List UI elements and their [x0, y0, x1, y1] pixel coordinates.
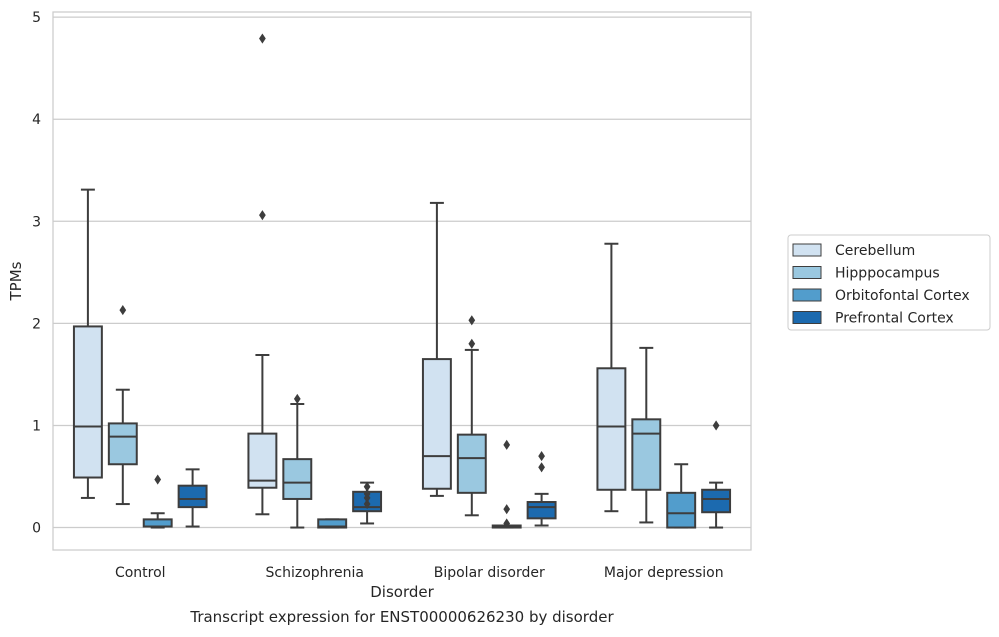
- box-iqr: [72, 325, 103, 479]
- box-hipppocampus: [107, 305, 138, 506]
- box-orbitofontal-cortex: [142, 474, 173, 529]
- box-prefrontal-cortex: [352, 481, 383, 525]
- outlier-point: [468, 338, 476, 349]
- box-prefrontal-cortex: [177, 468, 208, 528]
- box-hipppocampus: [631, 346, 662, 524]
- box-iqr: [142, 518, 173, 528]
- box-iqr: [247, 432, 278, 489]
- box-iqr: [107, 422, 138, 466]
- boxes-layer: [72, 33, 732, 529]
- box-iqr: [456, 433, 487, 494]
- box-orbitofontal-cortex: [666, 463, 697, 529]
- y-tick-label: 2: [32, 316, 41, 332]
- outlier-point: [538, 462, 545, 473]
- outlier-point: [503, 439, 511, 450]
- box-iqr: [701, 488, 732, 514]
- legend-label: Orbitofontal Cortex: [835, 288, 970, 304]
- box-cerebellum: [421, 201, 452, 497]
- box-iqr: [177, 484, 208, 509]
- outlier-point: [293, 393, 301, 404]
- legend-swatch: [792, 311, 822, 324]
- y-tick-label: 1: [32, 418, 41, 434]
- outlier-point: [468, 315, 476, 326]
- outlier-point: [119, 305, 127, 316]
- box-cerebellum: [247, 33, 278, 516]
- x-tick-label: Major depression: [604, 565, 724, 581]
- box-iqr: [526, 501, 557, 520]
- grid-layer: [53, 16, 751, 529]
- axes-layer: 0 1 2 3 4 5 TPMs Control Schizophrenia Bipolar di…: [7, 10, 724, 581]
- x-tick-label: Schizophrenia: [266, 565, 364, 581]
- legend-label: Cerebellum: [835, 243, 915, 259]
- outlier-point: [363, 481, 371, 492]
- y-axis-label: TPMs: [7, 261, 25, 301]
- box-iqr: [666, 491, 697, 529]
- box-iqr: [317, 518, 348, 529]
- outlier-point: [712, 420, 720, 431]
- outlier-point: [154, 474, 162, 485]
- plot-area: [52, 11, 752, 551]
- box-iqr: [282, 458, 313, 500]
- legend-swatch: [792, 266, 822, 279]
- outlier-point: [259, 210, 266, 221]
- outlier-point: [503, 518, 511, 529]
- y-tick-label: 5: [32, 10, 41, 26]
- y-tick-label: 4: [32, 112, 41, 128]
- chart-caption: Transcript expression for ENST0000062623…: [190, 608, 614, 626]
- box-orbitofontal-cortex: [317, 518, 348, 529]
- outlier-point: [503, 504, 511, 515]
- outlier-point: [538, 451, 545, 462]
- legend-swatch: [792, 288, 822, 302]
- box-hipppocampus: [282, 393, 313, 529]
- box-iqr: [631, 418, 662, 491]
- legend-label: Hipppocampus: [835, 266, 940, 282]
- legend-label: Prefrontal Cortex: [835, 311, 954, 327]
- x-tick-label: Control: [115, 565, 166, 581]
- outlier-point: [363, 488, 371, 499]
- box-cerebellum: [72, 188, 103, 499]
- outlier-point: [259, 33, 266, 44]
- box-prefrontal-cortex: [701, 420, 732, 529]
- box-orbitofontal-cortex: [491, 439, 522, 529]
- x-tick-label: Bipolar disorder: [434, 565, 545, 581]
- box-hipppocampus: [456, 315, 487, 517]
- y-tick-label: 3: [32, 214, 41, 230]
- legend-swatch: [792, 243, 822, 257]
- box-iqr: [421, 358, 452, 490]
- box-prefrontal-cortex: [526, 451, 557, 527]
- outlier-point: [363, 499, 371, 510]
- x-axis-label: Disorder: [370, 583, 434, 601]
- box-cerebellum: [596, 242, 627, 513]
- box-iqr: [596, 367, 627, 491]
- legend-frame: [787, 234, 991, 331]
- legend: Cerebellum Hipppocampus Orbitofontal Corte…: [787, 234, 991, 331]
- y-tick-label: 0: [32, 521, 41, 537]
